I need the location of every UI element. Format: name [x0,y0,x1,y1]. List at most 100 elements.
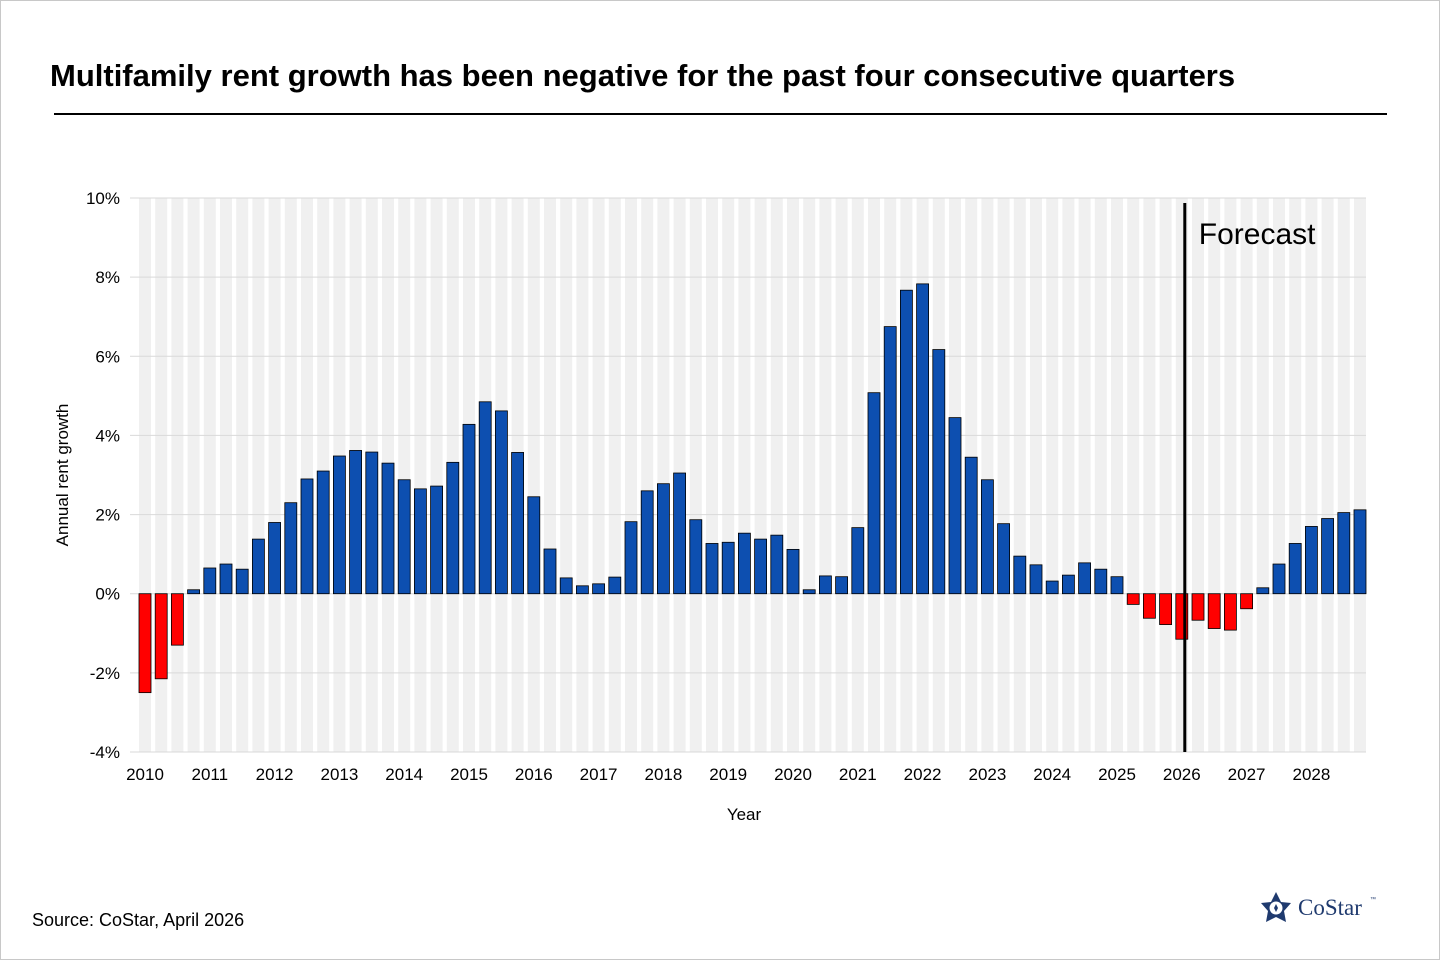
quarter-band [236,198,249,752]
quarter-band [1013,198,1026,752]
x-tick-label: 2016 [515,765,553,784]
bar [1353,509,1367,595]
costar-logo: CoStar ™ [1258,888,1388,928]
quarter-band [171,198,184,752]
bar [268,522,282,595]
quarter-band [1192,198,1204,752]
quarter-band [981,198,994,752]
x-tick-label: 2015 [450,765,488,784]
bar [657,483,670,595]
y-tick-label: 8% [95,268,120,287]
quarter-band [576,198,589,752]
bar [430,485,444,595]
bar [1288,543,1302,595]
quarter-band [803,198,816,752]
costar-logo-trademark: ™ [1370,897,1376,903]
quarter-band [1321,198,1334,752]
x-tick-label: 2011 [192,765,229,784]
bar [1143,593,1156,619]
quarter-band [787,198,799,752]
bar [1110,576,1124,595]
quarter-band [284,198,297,752]
bar [1321,518,1334,595]
x-tick-labels: 2010 2011 2012 2013 2014 2015 2016 2017 2018 2019… [126,765,1330,784]
quarter-band [722,198,735,752]
bar [1337,512,1351,595]
y-tick-label: -2% [90,664,120,683]
forecast-annotation: Forecast [1199,218,1316,251]
bar [786,548,800,595]
costar-logo-text: CoStar [1298,895,1362,920]
bar [300,478,314,595]
bar [284,502,298,595]
bar [381,462,395,595]
costar-star-icon [1261,892,1291,922]
bar [819,575,832,595]
quarter-band [997,198,1010,752]
bar [251,538,265,595]
x-tick-label: 2019 [709,765,747,784]
quarter-band [252,198,265,752]
quarter-band [414,198,427,752]
quarter-band [268,198,281,752]
bar [154,593,168,680]
bar [770,534,784,595]
bar [559,577,573,595]
quarter-band [1256,198,1269,752]
bar [1159,593,1172,625]
y-tick-label: 6% [95,347,120,366]
bar [608,576,622,595]
bar [1207,593,1221,629]
quarter-band [203,198,216,752]
source-note: Source: CoStar, April 2026 [32,910,245,930]
bar [235,568,249,595]
quarter-band [738,198,751,752]
bar [867,392,881,595]
y-axis-label: Annual rent growth [53,404,72,547]
bars [138,283,1367,694]
y-tick-label: 2% [95,506,120,525]
quarter-band [1240,198,1253,752]
quarter-band [1224,198,1237,752]
quarter-band [1062,198,1075,752]
quarter-band [689,198,702,752]
quarter-band [592,198,605,752]
quarter-band [1143,198,1156,752]
title-underline [54,113,1387,115]
bar [332,455,346,595]
quarter-band [608,198,621,752]
quarter-band [527,198,540,752]
quarter-band [657,198,670,752]
quarter-band [835,198,848,752]
bar [964,456,978,595]
bar [446,461,460,595]
bar [640,490,654,595]
x-tick-label: 2023 [968,765,1006,784]
y-tick-label: 10% [86,189,120,208]
bar [1062,574,1075,595]
bar [835,576,848,595]
bar [997,523,1010,595]
y-tick-labels: -4% -2% 0% 2% 4% 6% 8% 10% [86,189,120,762]
bar [932,349,946,595]
quarter-band [641,198,654,752]
quarter-band [398,198,411,752]
quarter-band [851,198,864,752]
x-tick-label: 2018 [644,765,682,784]
x-tick-label: 2026 [1163,765,1201,784]
x-tick-label: 2027 [1228,765,1266,784]
quarter-band [1046,198,1059,752]
quarter-band [625,198,637,752]
x-tick-label: 2010 [126,765,164,784]
bar [948,417,962,595]
bar [462,423,476,595]
gridlines [130,197,1366,753]
quarter-band [1030,198,1042,752]
bar [916,283,929,595]
quarter-band [1273,198,1285,752]
quarter-band [754,198,767,752]
bar [754,538,767,595]
quarter-band [1094,198,1107,752]
bar [1094,568,1108,595]
